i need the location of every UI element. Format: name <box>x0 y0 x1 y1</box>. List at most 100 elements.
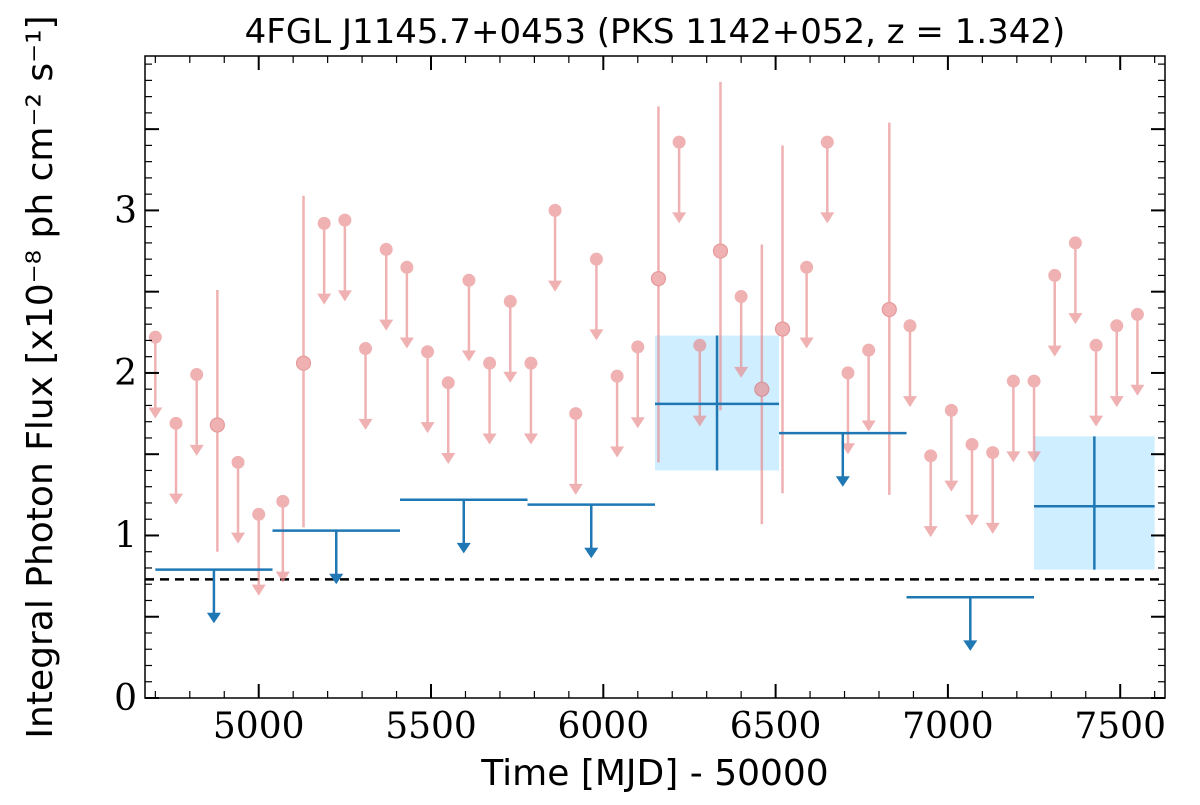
upper-limit-arrow <box>461 350 476 362</box>
short-bin-upper-limit <box>610 369 625 458</box>
x-tick-label: 5500 <box>385 706 477 747</box>
short-bin-upper-limit <box>399 260 414 349</box>
short-bin-upper-limit <box>734 290 749 378</box>
y-tick-label: 2 <box>114 353 137 394</box>
upper-limit-arrow <box>148 407 163 419</box>
detection-marker <box>712 243 729 259</box>
upper-limit-arrow <box>317 293 332 305</box>
upper-limit-arrow <box>903 396 917 408</box>
upper-limit-arrow <box>610 446 625 458</box>
upper-limit-arrow <box>548 280 563 292</box>
short-bin-upper-limit <box>379 242 394 331</box>
upper-limit-arrow <box>630 417 645 429</box>
detection-marker <box>209 417 225 433</box>
short-bin-upper-limit <box>1027 374 1042 463</box>
detection-marker <box>774 321 791 337</box>
long-bin-limit-arrow <box>584 547 599 559</box>
upper-limit-arrow <box>861 420 876 432</box>
short-bin-detection <box>209 290 225 552</box>
short-bin-upper-limit <box>503 294 518 383</box>
x-tick-label: 7500 <box>1074 706 1166 747</box>
upper-limit-arrow <box>169 493 184 505</box>
y-tick-label: 3 <box>114 190 137 231</box>
upper-limit-arrow <box>799 337 814 349</box>
upper-limit-arrow <box>1130 384 1145 396</box>
short-bin-upper-limit <box>630 340 645 429</box>
x-tick-label: 6500 <box>730 706 822 747</box>
plot-area <box>145 82 1165 651</box>
upper-limit-arrow <box>441 452 456 464</box>
short-bin-upper-limit <box>251 507 266 596</box>
upper-limit-arrow <box>337 290 352 302</box>
upper-limit-arrow <box>358 418 373 430</box>
y-axis-label: Integral Photon Flux [x10⁻⁸ ph cm⁻² s⁻¹] <box>20 15 61 738</box>
upper-limit-arrow <box>985 522 1000 534</box>
short-bin-upper-limit <box>985 446 1000 534</box>
x-tick-label: 6000 <box>557 706 649 747</box>
short-bin-upper-limit <box>1089 338 1104 427</box>
upper-limit-arrow <box>1027 451 1042 463</box>
upper-limit-arrow <box>379 319 394 331</box>
long-bin-limit-arrow <box>329 573 344 585</box>
upper-limit-arrow <box>1047 345 1062 357</box>
short-bin-upper-limit <box>461 273 476 362</box>
upper-limit-arrow <box>820 212 835 224</box>
upper-limit-arrow <box>1089 415 1104 427</box>
short-bin-upper-limit <box>903 319 917 408</box>
short-bin-upper-limit <box>820 135 835 224</box>
short-bin-upper-limit <box>1130 307 1145 396</box>
upper-limit-arrow <box>1068 313 1083 325</box>
short-bin-upper-limit <box>482 356 497 445</box>
short-bin-upper-limit <box>589 252 604 341</box>
long-bin-limit-arrow <box>206 612 221 624</box>
upper-limit-arrow <box>251 584 266 596</box>
upper-limit-arrow <box>231 532 246 544</box>
short-bin-upper-limit <box>1047 268 1062 357</box>
short-bin-upper-limit <box>923 449 938 538</box>
upper-limit-arrow <box>275 571 290 583</box>
short-bin-detection <box>754 244 770 525</box>
chart-title: 4FGL J1145.7+0453 (PKS 1142+052, z = 1.3… <box>245 12 1066 52</box>
short-bin-upper-limit <box>1109 319 1124 408</box>
short-bin-upper-limit <box>672 135 687 224</box>
upper-limit-arrow <box>692 415 707 427</box>
detection-marker <box>650 271 667 287</box>
upper-limit-arrow <box>420 422 435 434</box>
upper-limit-arrow <box>734 366 749 378</box>
short-bin-upper-limit <box>523 356 538 445</box>
upper-limit-arrow <box>965 514 980 526</box>
short-bin-upper-limit <box>548 203 563 292</box>
short-bin-detection <box>881 122 897 495</box>
x-axis-label: Time [MJD] - 50000 <box>480 753 828 794</box>
upper-limit-arrow <box>923 526 938 538</box>
upper-limit-arrow <box>503 371 518 383</box>
upper-limit-arrow <box>482 433 497 445</box>
y-tick-label: 0 <box>114 678 137 719</box>
upper-limit-arrow <box>1109 396 1124 408</box>
upper-limit-arrow <box>944 480 959 492</box>
short-bin-upper-limit <box>358 342 373 430</box>
short-bin-upper-limit <box>275 494 290 583</box>
upper-limit-arrow <box>523 433 538 445</box>
detection-marker <box>295 355 312 371</box>
short-bin-upper-limit <box>944 403 959 492</box>
detection-marker <box>881 301 897 318</box>
x-tick-label: 7000 <box>902 706 994 747</box>
y-tick-label: 1 <box>114 515 137 556</box>
short-bin-upper-limit <box>420 345 435 434</box>
upper-limit-arrow <box>399 337 414 349</box>
short-bin-upper-limit <box>1006 374 1021 463</box>
short-bin-upper-limit <box>189 368 204 456</box>
upper-limit-arrow <box>189 444 204 456</box>
short-bin-upper-limit <box>568 407 583 495</box>
detection-marker <box>754 381 770 397</box>
plot-frame <box>144 55 1166 699</box>
short-bin-upper-limit <box>1068 236 1083 325</box>
upper-limit-arrow <box>589 329 604 341</box>
long-bin-limit-arrow <box>963 640 978 651</box>
short-bin-upper-limit <box>861 343 876 432</box>
x-tick-label: 5000 <box>213 706 305 747</box>
short-bin-upper-limit <box>441 376 456 464</box>
short-bin-upper-limit <box>169 416 184 505</box>
